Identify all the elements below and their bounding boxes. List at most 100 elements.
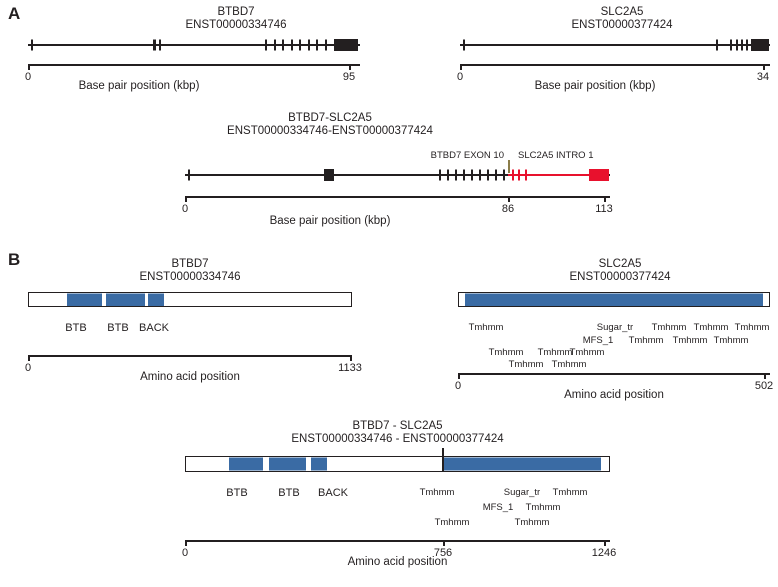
domain-label: BACK (139, 322, 169, 334)
aa-axis: 0 502 (455, 373, 774, 395)
domain-label: Tmhmm (419, 487, 455, 498)
domain-label: Tmhmm (468, 322, 504, 333)
domain-label: Tmhmm (628, 335, 664, 346)
domain-label: BTB (226, 487, 248, 499)
intron-line (185, 174, 610, 176)
intron-line (28, 44, 360, 46)
protein-domain (106, 293, 145, 306)
axis-tick-label: 0 (24, 362, 32, 374)
exon (736, 39, 738, 51)
exon (439, 169, 441, 181)
protein-backbone (185, 456, 610, 472)
fusion-gene-transcript-ids: ENST00000334746-ENST00000377424 (227, 125, 433, 137)
exon (31, 39, 33, 51)
axis-tick (764, 374, 766, 379)
fusion-protein-transcript-ids: ENST00000334746 - ENST00000377424 (291, 433, 504, 445)
domain-label: Sugar_tr (503, 487, 541, 498)
protein-transcript-id: ENST00000377424 (569, 271, 671, 283)
axis-tick-label: 0 (181, 203, 189, 215)
gene-transcript-id: ENST00000334746 (185, 19, 287, 31)
domain-label: Tmhmm (537, 347, 573, 358)
exon (730, 39, 732, 51)
axis-title: Base pair position (kbp) (534, 80, 656, 92)
protein-domain (311, 457, 327, 471)
slc2a5-protein-figure: SLC2A5 ENST00000377424 0 502 Amino acid p… (455, 258, 774, 403)
exon (503, 169, 505, 181)
domain-label: Tmhmm (525, 502, 561, 513)
exon (334, 39, 358, 51)
axis-tick-label: 1133 (338, 362, 362, 374)
btbd7-protein-figure: BTBD7 ENST00000334746 0 1133 Amino acid p… (24, 258, 362, 388)
exon (324, 169, 334, 181)
exon (487, 169, 489, 181)
domain-label: Sugar_tr (596, 322, 634, 333)
exon (447, 169, 449, 181)
exon (463, 169, 465, 181)
bp-axis: 0 95 (24, 64, 360, 86)
domain-label: Tmhmm (672, 335, 708, 346)
exon (265, 39, 267, 51)
axis-tick-label: 1246 (591, 547, 617, 559)
exon (741, 39, 743, 51)
exon (479, 169, 481, 181)
axis-title: Base pair position (kbp) (78, 80, 200, 92)
domain-label: MFS_1 (482, 502, 514, 513)
fusion-annotation-btbd7-exon10: BTBD7 EXON 10 (430, 150, 504, 161)
panel-b-label: B (8, 250, 21, 269)
exon (325, 39, 327, 51)
axis-tick-label: 86 (501, 203, 515, 215)
protein-transcript-id: ENST00000334746 (139, 271, 241, 283)
axis-tick (763, 65, 765, 70)
fusion-gene-title: BTBD7-SLC2A5 (288, 112, 372, 124)
axis-tick (28, 65, 30, 70)
fusion-protein-figure: BTBD7 - SLC2A5 ENST00000334746 - ENST000… (181, 420, 616, 580)
domain-label: Tmhmm (551, 359, 587, 370)
axis-tick-label: 502 (754, 380, 774, 392)
exon (716, 39, 718, 51)
protein-domain (269, 457, 306, 471)
domain-label: Tmhmm (552, 487, 588, 498)
exon (316, 39, 318, 51)
exon (274, 39, 276, 51)
axis-tick-label: 113 (595, 203, 613, 215)
domain-label: Tmhmm (713, 335, 749, 346)
exon (471, 169, 473, 181)
domain-label: BTB (278, 487, 300, 499)
axis-tick (508, 197, 510, 202)
axis-title: Amino acid position (140, 371, 240, 383)
axis-tick-label: 0 (181, 547, 189, 559)
axis-tick (349, 65, 351, 70)
exon (282, 39, 284, 51)
protein-backbone (458, 292, 770, 307)
domain-label: Tmhmm (734, 322, 770, 333)
axis-tick (28, 356, 30, 361)
axis-tick (458, 374, 460, 379)
fusion-junction-line (442, 448, 444, 472)
fusion-gene-track (185, 168, 610, 182)
axis-tick (185, 197, 187, 202)
exon (751, 39, 769, 51)
exon (589, 169, 609, 181)
exon (188, 169, 190, 181)
axis-tick (350, 356, 352, 361)
axis-tick-label: 95 (342, 71, 356, 83)
axis-tick-label: 0 (24, 71, 32, 83)
gene-track (460, 38, 770, 52)
exon (518, 169, 520, 181)
domain-label: Tmhmm (514, 517, 550, 528)
protein-title: SLC2A5 (598, 258, 642, 270)
btbd7-gene-figure: BTBD7 ENST00000334746 0 95 Base pair posi… (24, 6, 360, 106)
domain-label: Tmhmm (434, 517, 470, 528)
exon (153, 39, 156, 51)
fusion-annotation-slc2a5-intro1: SLC2A5 INTRO 1 (518, 150, 594, 161)
gene-track (28, 38, 360, 52)
protein-backbone (28, 292, 352, 307)
axis-tick (604, 541, 606, 546)
exon (746, 39, 748, 51)
exon (508, 174, 605, 176)
axis-tick (443, 541, 445, 546)
intron-line (460, 44, 770, 46)
domain-label: Tmhmm (693, 322, 729, 333)
bp-axis: 0 86 113 (181, 196, 613, 218)
